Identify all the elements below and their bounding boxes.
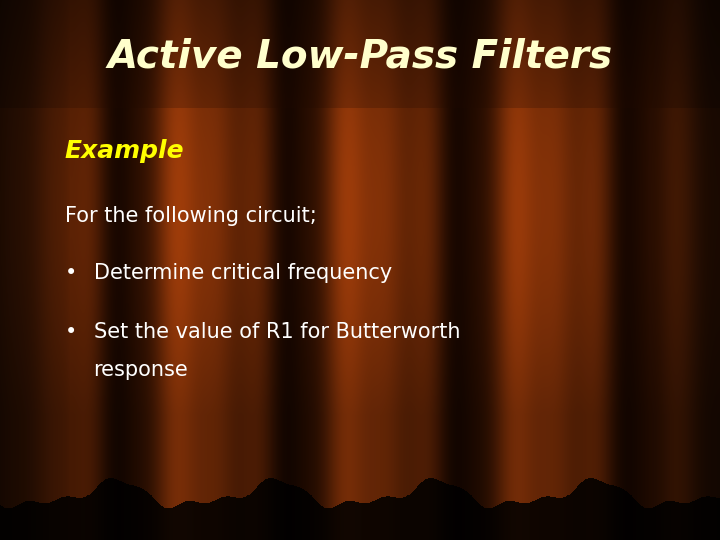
Text: Active Low-Pass Filters: Active Low-Pass Filters (107, 38, 613, 76)
Text: •: • (65, 262, 77, 283)
Text: Example: Example (65, 139, 184, 163)
Text: response: response (94, 360, 189, 380)
Text: Set the value of R1 for Butterworth: Set the value of R1 for Butterworth (94, 322, 460, 342)
Text: Determine critical frequency: Determine critical frequency (94, 262, 392, 283)
Text: •: • (65, 322, 77, 342)
Text: For the following circuit;: For the following circuit; (65, 206, 317, 226)
